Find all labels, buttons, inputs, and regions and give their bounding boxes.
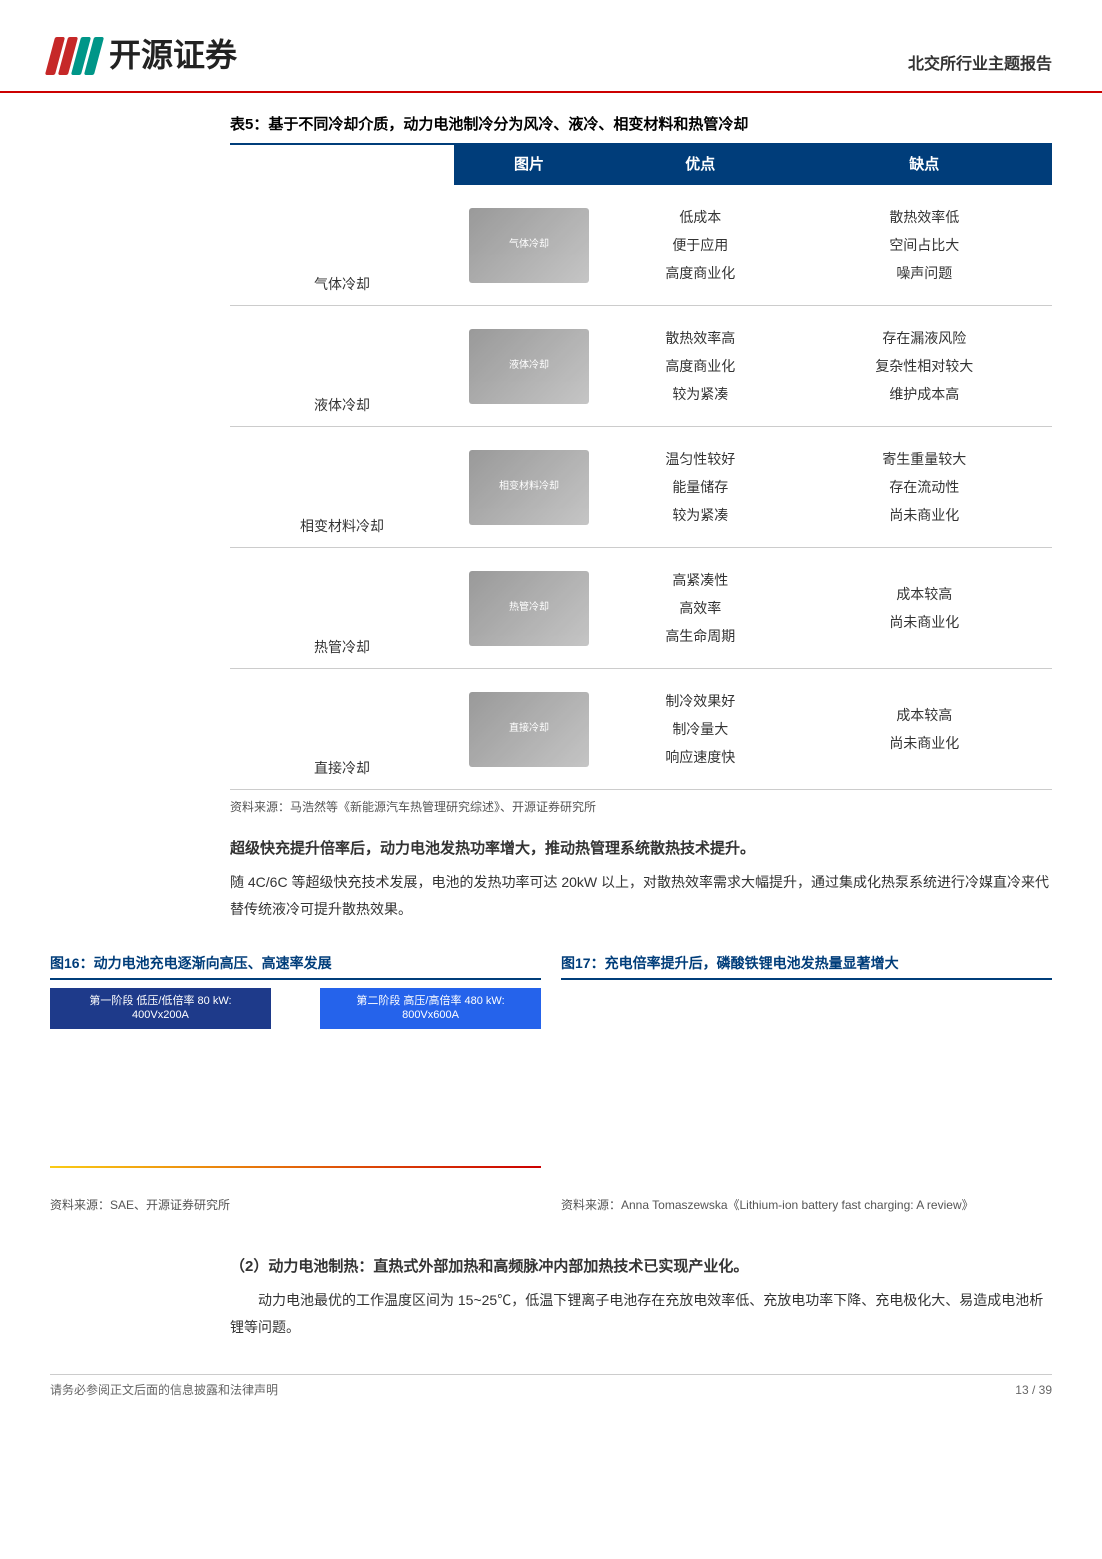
report-type-label: 北交所行业主题报告 (908, 52, 1052, 82)
footer-page-number: 13 / 39 (1015, 1381, 1052, 1400)
table-header-pros: 优点 (604, 144, 797, 185)
stage2-banner: 第二阶段 高压/高倍率 480 kW: 800Vx600A (320, 988, 541, 1029)
section2-paragraph: 动力电池最优的工作温度区间为 15~25℃，低温下锂离子电池存在充放电效率低、充… (230, 1287, 1052, 1340)
section1-paragraph: 随 4C/6C 等超级快充技术发展，电池的发热功率可达 20kW 以上，对散热效… (230, 869, 1052, 922)
cons-cell: 寄生重量较大存在流动性尚未商业化 (797, 427, 1052, 548)
cons-cell: 散热效率低空间占比大噪声问题 (797, 185, 1052, 306)
figure17-title: 图17：充电倍率提升后，磷酸铁锂电池发热量显著增大 (561, 955, 899, 971)
section2-title: （2）动力电池制热：直热式外部加热和高频脉冲内部加热技术已实现产业化。 (230, 1255, 1052, 1279)
figure16-source: 资料来源：SAE、开源证券研究所 (50, 1196, 541, 1215)
method-name-cell: 直接冷却 (230, 669, 454, 790)
method-image-cell: 相变材料冷却 (454, 427, 604, 548)
section1: 超级快充提升倍率后，动力电池发热功率增大，推动热管理系统散热技术提升。 随 4C… (50, 837, 1052, 922)
cons-cell: 成本较高尚未商业化 (797, 548, 1052, 669)
company-logo: 开源证券 (50, 30, 237, 81)
table-header-row: 图片 优点 缺点 (230, 144, 1052, 185)
table-row: 气体冷却气体冷却低成本便于应用高度商业化散热效率低空间占比大噪声问题 (230, 185, 1052, 306)
table-row: 液体冷却液体冷却散热效率高高度商业化较为紧凑存在漏液风险复杂性相对较大维护成本高 (230, 306, 1052, 427)
page-header: 开源证券 北交所行业主题报告 (0, 0, 1102, 93)
method-image-cell: 液体冷却 (454, 306, 604, 427)
table-header-image: 图片 (454, 144, 604, 185)
table-row: 直接冷却直接冷却制冷效果好制冷量大响应速度快成本较高尚未商业化 (230, 669, 1052, 790)
chart17-heatmaps (561, 988, 1052, 1188)
table5-source: 资料来源：马浩然等《新能源汽车热管理研究综述》、开源证券研究所 (230, 798, 1052, 817)
pros-cell: 制冷效果好制冷量大响应速度快 (604, 669, 797, 790)
footer-disclaimer: 请务必参阅正文后面的信息披露和法律声明 (50, 1381, 278, 1400)
pros-cell: 高紧凑性高效率高生命周期 (604, 548, 797, 669)
stage1-banner: 第一阶段 低压/低倍率 80 kW: 400Vx200A (50, 988, 271, 1029)
logo-icon (50, 37, 99, 75)
method-name-cell: 气体冷却 (230, 185, 454, 306)
cons-cell: 成本较高尚未商业化 (797, 669, 1052, 790)
method-image-cell: 热管冷却 (454, 548, 604, 669)
pros-cell: 温匀性较好能量储存较为紧凑 (604, 427, 797, 548)
method-image-cell: 气体冷却 (454, 185, 604, 306)
pros-cell: 低成本便于应用高度商业化 (604, 185, 797, 306)
page-footer: 请务必参阅正文后面的信息披露和法律声明 13 / 39 (50, 1374, 1052, 1400)
table-row: 热管冷却热管冷却高紧凑性高效率高生命周期成本较高尚未商业化 (230, 548, 1052, 669)
method-image-cell: 直接冷却 (454, 669, 604, 790)
table5-title: 表5：基于不同冷却介质，动力电池制冷分为风冷、液冷、相变材料和热管冷却 (230, 113, 1052, 137)
section2: （2）动力电池制热：直热式外部加热和高频脉冲内部加热技术已实现产业化。 动力电池… (50, 1255, 1052, 1340)
pros-cell: 散热效率高高度商业化较为紧凑 (604, 306, 797, 427)
figure17: 图17：充电倍率提升后，磷酸铁锂电池发热量显著增大 资料来源：Anna Toma… (561, 948, 1052, 1216)
figures-16-17-row: 图16：动力电池充电逐渐向高压、高速率发展 第一阶段 低压/低倍率 80 kW:… (50, 948, 1052, 1216)
method-name-cell: 相变材料冷却 (230, 427, 454, 548)
method-name-cell: 热管冷却 (230, 548, 454, 669)
section1-title: 超级快充提升倍率后，动力电池发热功率增大，推动热管理系统散热技术提升。 (230, 837, 1052, 861)
table-header-empty (230, 144, 454, 185)
company-name: 开源证券 (109, 30, 237, 81)
cons-cell: 存在漏液风险复杂性相对较大维护成本高 (797, 306, 1052, 427)
chart16-chart: 第一阶段 低压/低倍率 80 kW: 400Vx200A 第二阶段 高压/高倍率… (50, 988, 541, 1188)
figure16: 图16：动力电池充电逐渐向高压、高速率发展 第一阶段 低压/低倍率 80 kW:… (50, 948, 541, 1216)
method-name-cell: 液体冷却 (230, 306, 454, 427)
figure17-source: 资料来源：Anna Tomaszewska《Lithium-ion batter… (561, 1196, 1052, 1215)
table-header-cons: 缺点 (797, 144, 1052, 185)
cooling-methods-table: 图片 优点 缺点 气体冷却气体冷却低成本便于应用高度商业化散热效率低空间占比大噪… (230, 143, 1052, 790)
table-row: 相变材料冷却相变材料冷却温匀性较好能量储存较为紧凑寄生重量较大存在流动性尚未商业… (230, 427, 1052, 548)
figure16-title: 图16：动力电池充电逐渐向高压、高速率发展 (50, 955, 332, 971)
